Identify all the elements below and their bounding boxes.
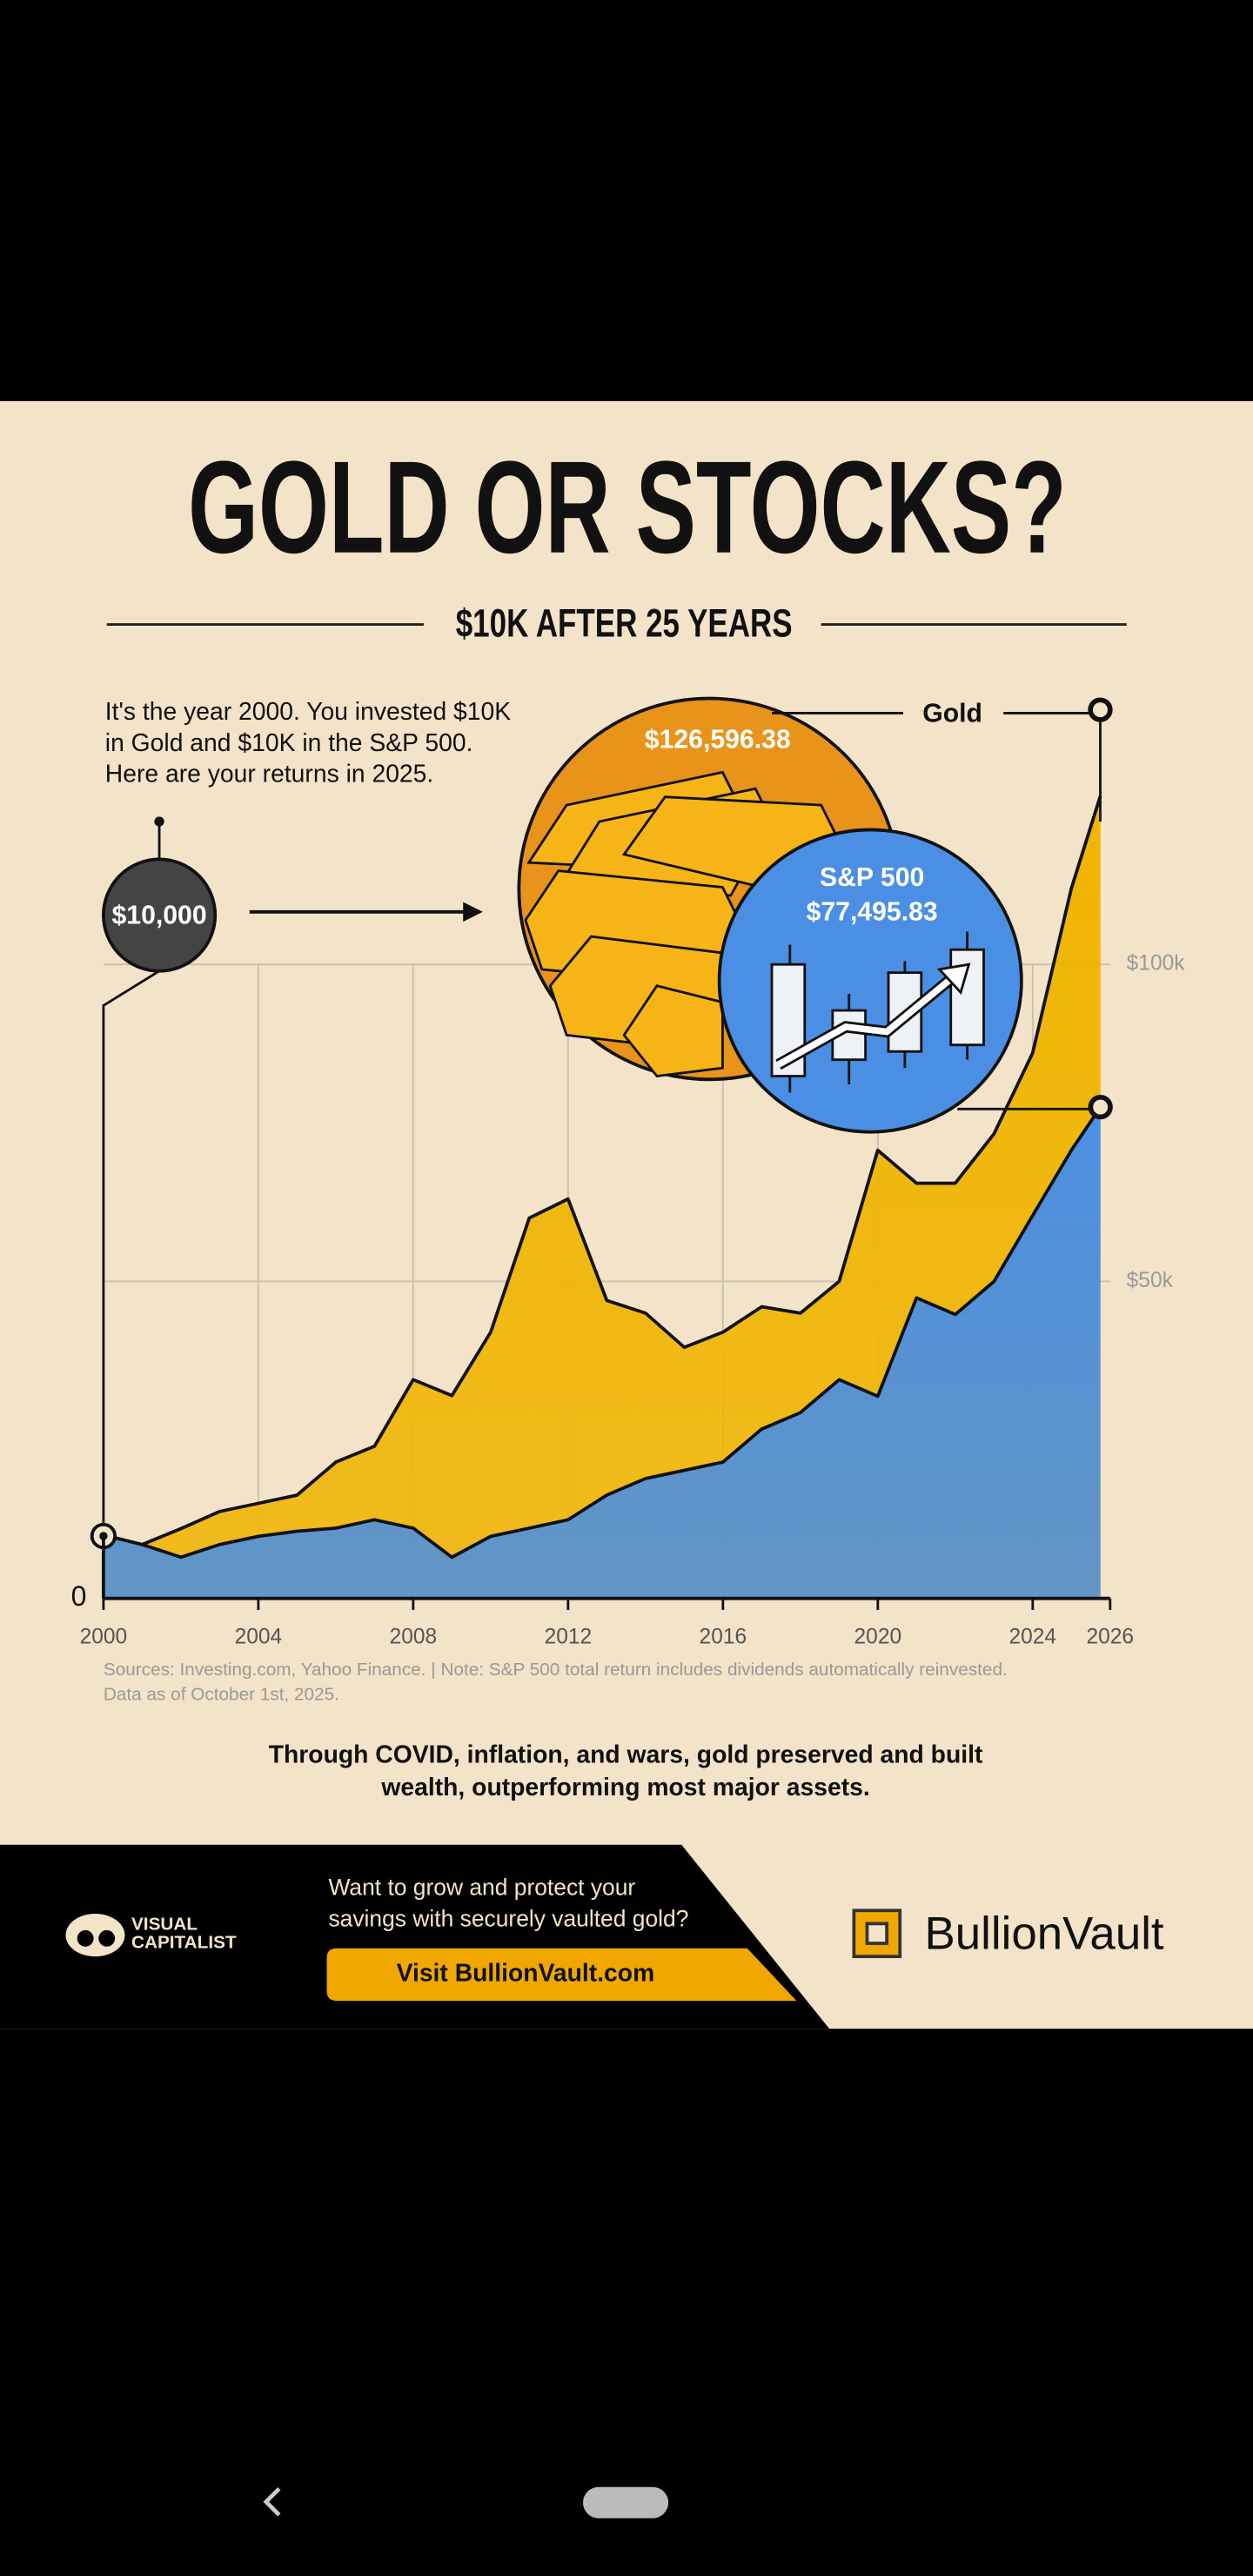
trend-arrow <box>776 975 955 1068</box>
ad-text: Want to grow and protect your <box>328 1875 635 1901</box>
sources: Data as of October 1st, 2025. <box>104 1685 339 1705</box>
cta-button[interactable] <box>326 1948 797 2002</box>
sources: Sources: Investing.com, Yahoo Finance. |… <box>104 1660 1008 1680</box>
leader <box>102 969 160 1536</box>
x-tick-label: 2020 <box>854 1625 902 1648</box>
cta-label[interactable]: Visit BullionVault.com <box>397 1958 655 1986</box>
brand-icon <box>852 1909 902 1959</box>
gold-value: $126,596.38 <box>645 726 791 755</box>
y-tick-label: $100k <box>1127 952 1186 976</box>
gold-marker <box>1088 697 1113 722</box>
ad-text: savings with securely vaulted gold? <box>328 1906 688 1932</box>
brand: BullionVault <box>925 1908 1164 1959</box>
logo-icon <box>65 1914 125 1957</box>
arrow-head <box>463 902 483 922</box>
line <box>103 795 1102 1546</box>
x-tick-label: 2026 <box>1087 1625 1135 1648</box>
x-tick-label: 2016 <box>700 1625 747 1648</box>
x-tick-label: 2012 <box>545 1625 593 1648</box>
logo-text: VISUAL <box>131 1915 198 1935</box>
title: GOLD OR STOCKS? <box>188 433 1067 580</box>
intro-line: Here are your returns in 2025. <box>105 760 434 788</box>
takeaway: wealth, outperforming most major assets. <box>380 1773 869 1801</box>
trend-arrow-head <box>936 963 971 996</box>
gold-name: Gold <box>922 699 982 728</box>
subtitle: $10K AFTER 25 YEARS <box>456 600 793 645</box>
y-tick-label: $50k <box>1127 1269 1174 1292</box>
line <box>103 1106 1102 1560</box>
back-button[interactable] <box>263 2486 281 2517</box>
start-label: $10,000 <box>112 901 207 929</box>
logo-eye <box>98 1929 116 1947</box>
logo-text: CAPITALIST <box>131 1933 237 1953</box>
takeaway: Through COVID, inflation, and wars, gold… <box>269 1740 983 1768</box>
x-tick-label: 2000 <box>80 1625 128 1648</box>
x-tick-label: 2008 <box>390 1625 438 1648</box>
intro-line: It's the year 2000. You invested $10K <box>105 697 511 725</box>
home-pill[interactable] <box>582 2486 669 2519</box>
y-tick-label: 0 <box>71 1580 87 1612</box>
sp-name: S&P 500 <box>820 863 924 892</box>
intro-line: in Gold and $10K in the S&P 500. <box>105 728 473 756</box>
logo-eye <box>77 1929 94 1947</box>
end-marker <box>1088 1094 1113 1120</box>
x-tick-label: 2024 <box>1009 1625 1057 1648</box>
pin-head <box>154 816 164 827</box>
x-tick-label: 2004 <box>235 1625 283 1648</box>
area <box>103 1107 1101 1599</box>
sp-value: $77,495.83 <box>807 898 938 927</box>
